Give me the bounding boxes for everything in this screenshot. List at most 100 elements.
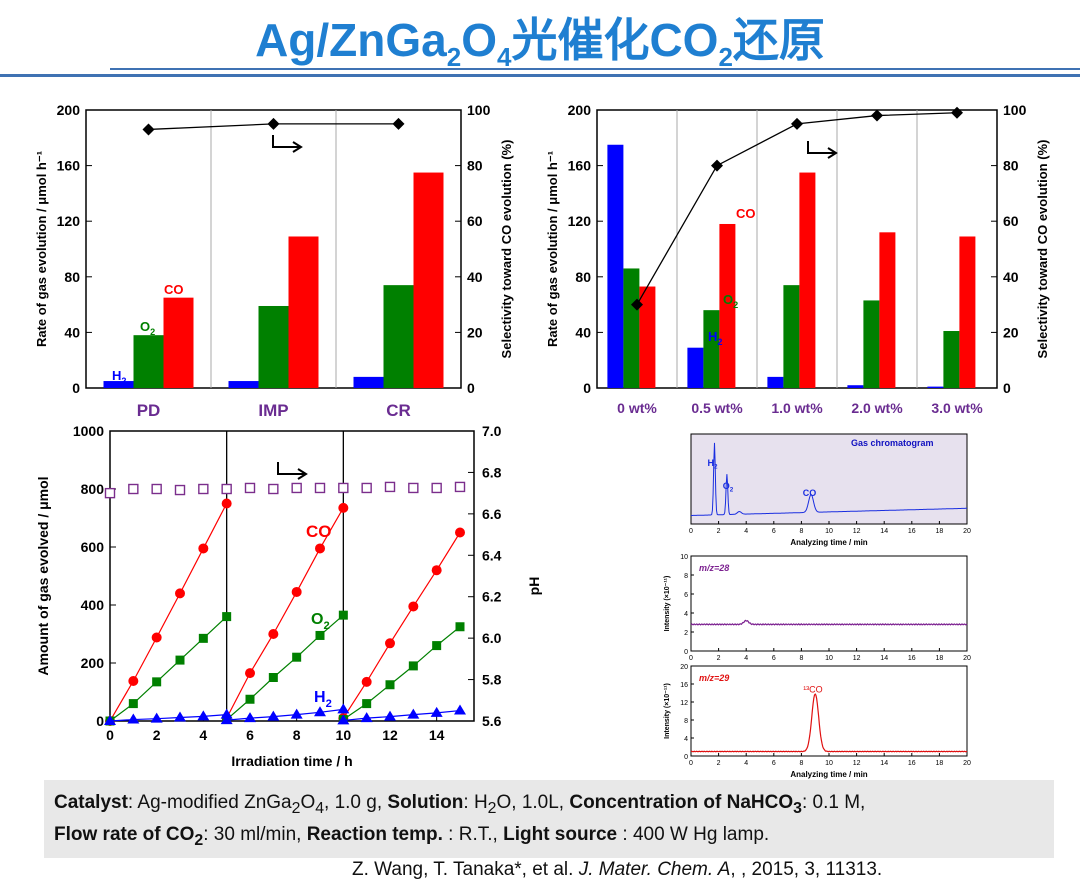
y2-tick-label: 60 (467, 213, 483, 229)
chart-time-course: 0 2 4 6 8 10 12 14 0 200 400 600 800 1000 5.6 5.8 6.0 6.2… (35, 423, 542, 769)
x-tick-label: 8 (293, 727, 301, 743)
y-tick-label: 2 (684, 630, 688, 637)
point-o2 (455, 622, 465, 632)
point-h2 (360, 712, 373, 723)
point-co (198, 543, 209, 554)
chart-title: m/z=29 (699, 673, 729, 683)
point-h2 (314, 706, 326, 717)
title-rule (0, 74, 1080, 77)
y2-tick-label: 40 (467, 269, 483, 285)
series-line-o2 (109, 616, 228, 722)
category-label: PD (137, 401, 161, 420)
point-o2 (128, 699, 138, 709)
y-axis-label: Intensity (×10⁻¹¹) (664, 683, 671, 739)
plot-frame (690, 665, 968, 757)
series-line-co (226, 507, 344, 719)
y2-tick-label: 40 (1003, 269, 1019, 285)
x-tick-label: 10 (336, 727, 352, 743)
y-tick-label: 0 (96, 713, 104, 729)
chart-ag-loading: 0 40 80 120 160 200 0 20 40 60 80 100 Rate of gas ev… (545, 102, 1050, 416)
point-co (221, 498, 232, 509)
point-o2 (315, 630, 325, 640)
selectivity-point (631, 298, 643, 311)
y2-axis-label: Selectivity toward CO evolution (%) (1035, 140, 1050, 359)
x-tick-label: 18 (936, 655, 944, 662)
label-h2: H2 (708, 458, 719, 471)
y2-tick-label: 80 (467, 158, 483, 174)
y-tick-label: 600 (81, 539, 105, 555)
point-ph (268, 483, 279, 495)
x-tick-label: 12 (853, 760, 861, 767)
label-co: CO (803, 488, 817, 498)
point-ph (408, 482, 419, 494)
x-tick-label: 2 (153, 727, 161, 743)
point-h2 (244, 712, 256, 723)
label-o2: O2 (723, 292, 738, 310)
label-h2: H2 (708, 329, 722, 347)
category-label: 0.5 wt% (691, 400, 743, 416)
axis-arrow (277, 462, 304, 475)
label-co: CO (306, 522, 332, 541)
x-tick-label: 16 (908, 760, 916, 767)
point-ph (198, 483, 209, 495)
x-tick-label: 4 (744, 760, 748, 767)
bar-co (288, 236, 319, 388)
point-h2 (220, 708, 233, 719)
point-h2 (290, 708, 303, 719)
y-tick-label: 200 (81, 655, 105, 671)
point-ph (384, 481, 396, 493)
point-h2 (104, 715, 116, 725)
point-o2 (408, 661, 418, 671)
point-h2 (430, 706, 443, 717)
selectivity-point (267, 117, 280, 130)
point-co (338, 502, 349, 513)
point-o2 (385, 680, 395, 690)
chart-title: m/z=28 (699, 563, 729, 573)
bar-o2 (943, 331, 960, 388)
x-tick-label: 14 (429, 727, 445, 743)
chart-gas-chromatogram: 0 2 4 6 8 10 12 14 16 18 20 Analyzing time / min Gas… (689, 433, 971, 547)
y-tick-label: 200 (568, 102, 592, 118)
y-tick-label: 4 (684, 611, 688, 618)
axis-arrow (807, 141, 834, 154)
x-tick-label: 0 (106, 727, 114, 743)
point-co (151, 632, 162, 643)
y-tick-label: 40 (64, 324, 80, 340)
axis-arrow-head (827, 147, 838, 159)
point-o2 (292, 652, 302, 662)
chart-title: Gas chromatogram (851, 438, 934, 448)
x-tick-label: 0 (689, 528, 693, 535)
bar-o2 (863, 300, 880, 388)
y-tick-label: 120 (57, 213, 81, 229)
point-ph (291, 482, 302, 494)
point-h2 (197, 710, 210, 721)
point-co (315, 543, 325, 554)
label-co: CO (164, 282, 184, 297)
y2-tick-label: 6.6 (482, 506, 502, 522)
series-line-h2 (109, 714, 227, 722)
conditions-line-2: Flow rate of CO2: 30 ml/min, Reaction te… (54, 824, 770, 849)
category-label: CR (386, 401, 411, 420)
y2-tick-label: 60 (1003, 213, 1019, 229)
point-ph (314, 482, 326, 494)
bar-co (413, 172, 444, 388)
series-line-h2 (343, 709, 461, 722)
page-title: Ag/ZnGa2O4光催化CO2还原 (255, 14, 825, 73)
chart-ms-mz28: 0 2 4 6 8 10 12 14 16 18 20 0 2 4 6 8 10 Intensity (×10⁻¹… (664, 554, 971, 662)
y-tick-label: 120 (568, 213, 592, 229)
bar-h2 (767, 376, 784, 388)
y-tick-label: 6 (684, 592, 688, 599)
title-rule-upper (110, 68, 1080, 70)
x-tick-label: 12 (853, 528, 861, 535)
bar-h2 (927, 386, 944, 388)
chart-catalyst-method: 0 40 80 120 160 200 0 20 40 60 80 100 Rate of gas ev… (34, 102, 514, 420)
label-h2: H2 (314, 689, 332, 710)
y2-tick-label: 5.8 (482, 672, 502, 688)
y2-tick-label: 100 (1003, 102, 1027, 118)
x-tick-label: 12 (853, 655, 861, 662)
x-tick-label: 20 (963, 655, 971, 662)
ms-trace (690, 693, 968, 753)
x-tick-label: 6 (772, 528, 776, 535)
x-tick-label: 14 (880, 655, 888, 662)
x-tick-label: 16 (908, 655, 916, 662)
